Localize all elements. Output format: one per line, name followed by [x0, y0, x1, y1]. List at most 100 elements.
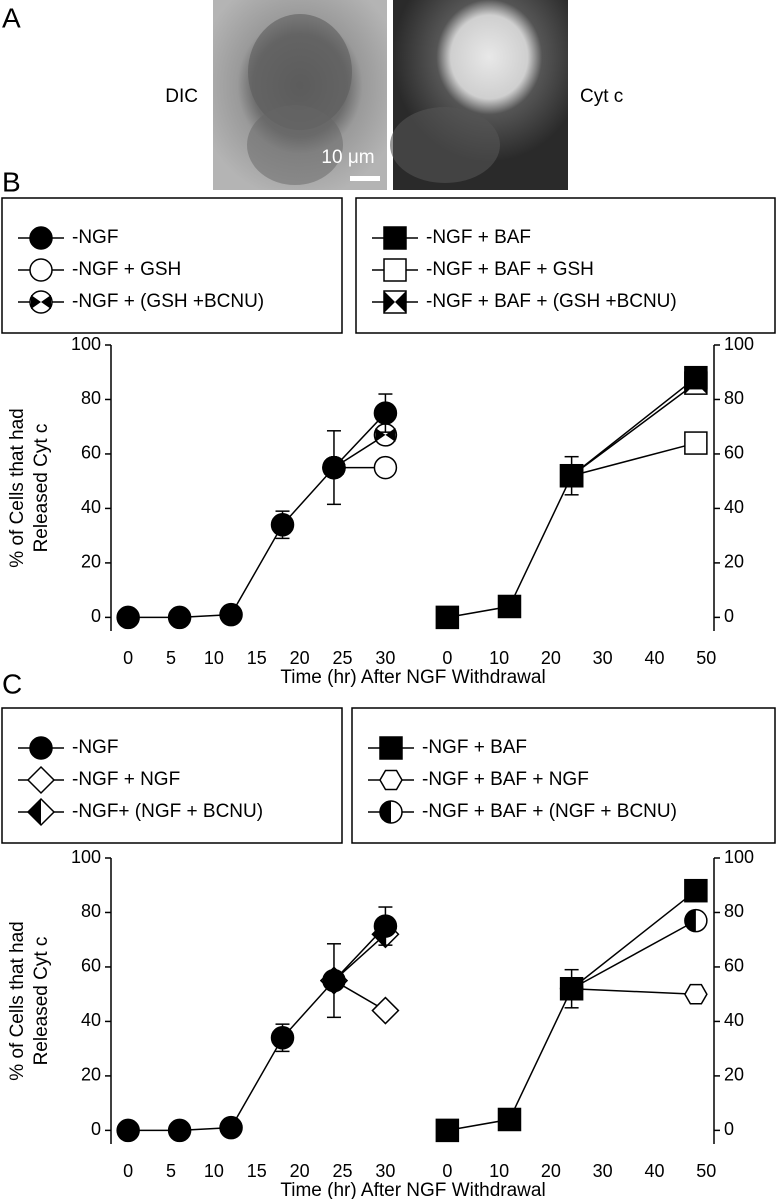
legend-marker — [29, 290, 53, 314]
legend-box — [1, 197, 343, 334]
x-tick-label: 0 — [123, 648, 133, 668]
x-tick-label: 20 — [541, 1161, 561, 1181]
marker-part — [31, 295, 41, 309]
marker-body — [684, 431, 708, 455]
legend-marker — [29, 226, 53, 250]
x-tick-label: 10 — [204, 1161, 224, 1181]
y-tick-label: 0 — [724, 1119, 734, 1139]
marker-body — [29, 226, 53, 250]
series-line — [128, 925, 386, 1132]
image-label: Cyt c — [580, 86, 623, 107]
x-tick-label: 5 — [166, 648, 176, 668]
legend-marker — [26, 797, 56, 827]
x-tick-label: 30 — [593, 1161, 613, 1181]
marker-body — [383, 226, 407, 250]
data-point — [497, 1107, 522, 1132]
marker-part — [41, 295, 51, 309]
series-line — [571, 987, 696, 995]
x-tick-label: 25 — [333, 648, 353, 668]
legend-label: -NGF + (GSH +BCNU) — [72, 291, 264, 312]
marker-body — [116, 605, 140, 630]
y-tick-label: 100 — [71, 334, 101, 354]
x-tick-label: 30 — [593, 648, 613, 668]
x-tick-label: 30 — [375, 648, 395, 668]
x-tick-label: 10 — [204, 648, 224, 668]
data-point — [270, 513, 295, 537]
data-point — [373, 914, 398, 938]
y-tick-label: 0 — [91, 606, 101, 626]
data-point — [684, 908, 708, 933]
marker-part — [384, 291, 395, 313]
data-point — [116, 1118, 140, 1143]
scale-bar-label: 10 μm — [321, 147, 374, 168]
legend-label: -NGF + GSH — [72, 259, 181, 280]
marker-body — [29, 258, 53, 282]
marker-part — [684, 909, 696, 932]
y-tick-label: 40 — [724, 497, 744, 517]
data-point — [322, 455, 346, 480]
marker-body — [371, 996, 400, 1025]
legend-box — [355, 197, 776, 334]
legend-label: -NGF + NGF — [72, 769, 180, 790]
marker-body — [435, 1118, 460, 1143]
x-tick-label: 40 — [644, 1161, 664, 1181]
marker-body — [270, 513, 295, 537]
y-axis-label: % of Cells that had — [7, 408, 28, 567]
marker-body — [29, 736, 53, 760]
marker-body — [167, 605, 192, 630]
marker-body — [497, 1107, 522, 1132]
marker-body — [116, 1118, 140, 1143]
legend-marker — [26, 765, 56, 795]
y-tick-label: 0 — [91, 1119, 101, 1139]
marker-body — [26, 765, 56, 795]
y-tick-label: 40 — [81, 1010, 101, 1030]
legend-label: -NGF — [72, 737, 118, 758]
data-point — [559, 463, 584, 488]
y-tick-label: 40 — [724, 1010, 744, 1030]
cell-glow — [390, 107, 500, 183]
data-point — [435, 1118, 460, 1143]
panel-label: C — [2, 668, 22, 699]
x-tick-label: 15 — [247, 1161, 267, 1181]
data-point — [219, 1115, 243, 1140]
series-line — [128, 412, 386, 619]
marker-body — [684, 878, 708, 903]
y-tick-label: 80 — [724, 388, 744, 408]
data-point — [435, 605, 460, 630]
marker-body — [322, 455, 346, 480]
panel-label: A — [2, 2, 21, 33]
data-point — [373, 401, 398, 425]
marker-body — [219, 602, 243, 627]
series-line — [447, 377, 697, 619]
x-tick-label: 50 — [696, 648, 716, 668]
legend-label: -NGF + BAF + GSH — [426, 259, 594, 280]
scale-bar — [350, 176, 380, 181]
marker-part — [28, 799, 41, 825]
y-tick-label: 60 — [81, 956, 101, 976]
y-tick-label: 80 — [724, 901, 744, 921]
marker-body — [270, 1026, 295, 1050]
marker-body — [373, 455, 398, 480]
y-axis-label: % of Cells that had — [7, 921, 28, 1080]
series-line — [571, 442, 697, 477]
data-point — [116, 605, 140, 630]
legend-label: -NGF — [72, 227, 118, 248]
data-point — [167, 605, 192, 630]
legend-box — [351, 707, 776, 844]
panel-label: B — [2, 166, 21, 197]
x-tick-label: 50 — [696, 1161, 716, 1181]
x-tick-label: 15 — [247, 648, 267, 668]
data-point — [373, 423, 398, 447]
x-axis-label: Time (hr) After NGF Withdrawal — [280, 667, 545, 688]
legend-marker — [379, 736, 403, 760]
marker-part — [375, 427, 386, 442]
legend-marker — [383, 258, 407, 282]
x-tick-label: 25 — [333, 1161, 353, 1181]
legend-marker — [29, 736, 53, 760]
legend-marker — [379, 769, 403, 791]
marker-body — [167, 1118, 192, 1143]
y-tick-label: 100 — [724, 847, 754, 867]
marker-body — [435, 605, 460, 630]
y-axis-label: Released Cyt c — [31, 424, 52, 553]
